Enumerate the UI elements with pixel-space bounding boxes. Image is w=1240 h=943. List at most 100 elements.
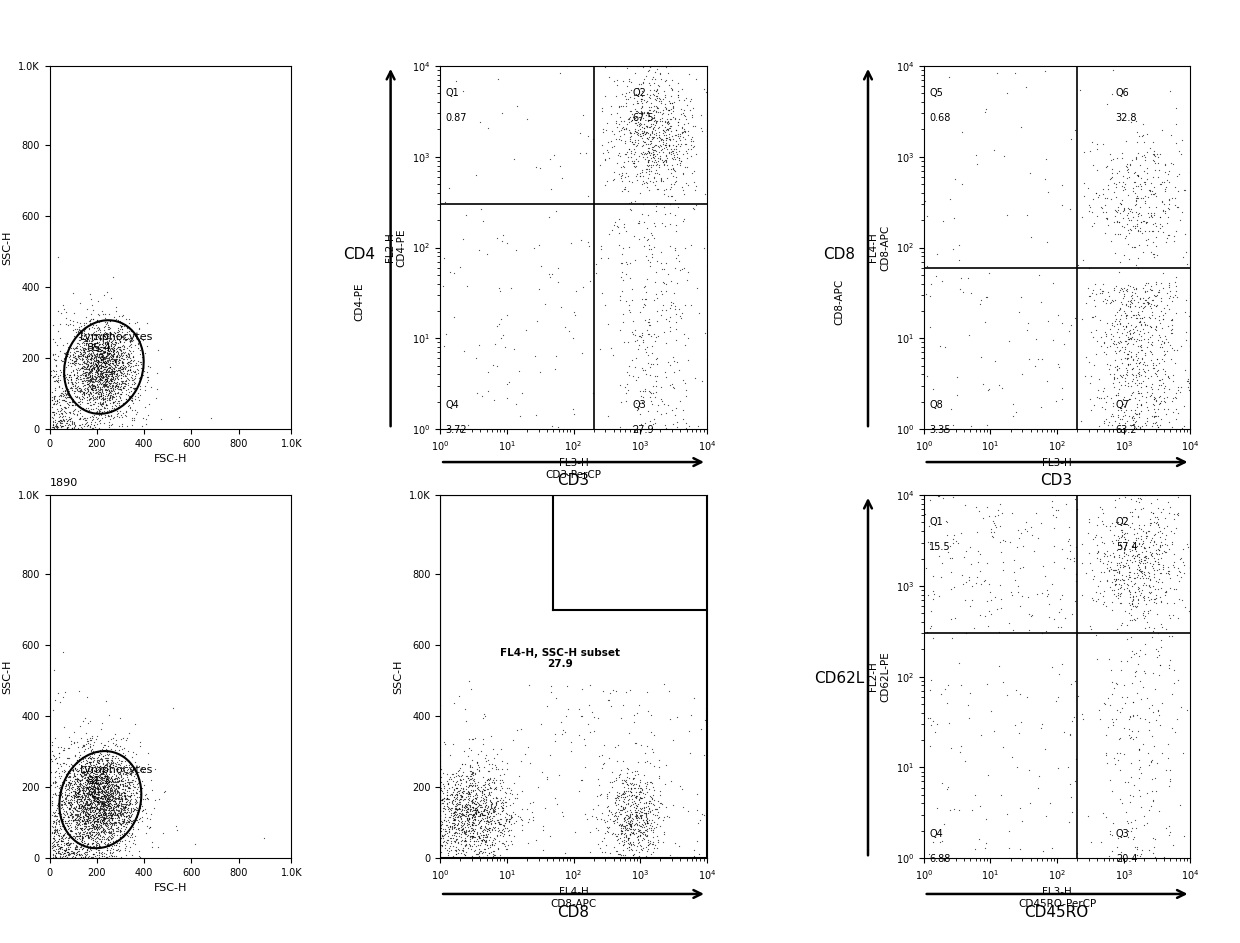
Point <box>91 802 110 818</box>
Point <box>1105 563 1125 578</box>
Point <box>99 359 119 374</box>
Point <box>649 120 668 135</box>
Point <box>439 810 459 825</box>
Point <box>670 308 689 323</box>
Point <box>1092 283 1112 298</box>
Point <box>71 418 91 433</box>
Point <box>107 348 126 363</box>
Point <box>1126 190 1146 206</box>
Point <box>107 783 126 798</box>
Point <box>95 331 115 346</box>
Point <box>119 372 139 388</box>
Point <box>46 353 66 368</box>
Point <box>626 798 646 813</box>
Point <box>78 762 98 777</box>
Point <box>919 847 939 862</box>
Point <box>84 793 104 808</box>
Point <box>611 819 631 834</box>
Point <box>456 823 476 838</box>
Point <box>100 832 120 847</box>
Point <box>1163 290 1183 305</box>
Point <box>94 340 114 356</box>
Point <box>433 766 453 781</box>
Point <box>1130 323 1149 339</box>
Point <box>57 370 77 385</box>
Text: Q3: Q3 <box>1116 829 1130 839</box>
Point <box>601 699 621 714</box>
Point <box>637 93 657 108</box>
Point <box>94 787 114 802</box>
Point <box>461 681 481 696</box>
Point <box>1126 646 1146 661</box>
Point <box>77 825 97 840</box>
Point <box>89 372 109 387</box>
Point <box>430 800 450 815</box>
Point <box>492 105 512 120</box>
Point <box>1123 592 1143 607</box>
Point <box>1151 293 1171 308</box>
Point <box>97 774 117 789</box>
Point <box>58 786 78 801</box>
Point <box>1115 339 1135 355</box>
Point <box>102 365 122 380</box>
Point <box>498 851 518 866</box>
Point <box>81 840 100 855</box>
Point <box>46 816 66 831</box>
Point <box>459 798 479 813</box>
Point <box>86 394 105 409</box>
Point <box>660 182 680 197</box>
Point <box>108 819 128 835</box>
Point <box>93 791 113 806</box>
Point <box>1123 416 1143 431</box>
Point <box>444 848 464 863</box>
Point <box>86 365 105 380</box>
Point <box>69 830 89 845</box>
Point <box>676 111 696 126</box>
Point <box>88 781 108 796</box>
Point <box>1140 578 1159 593</box>
Point <box>1114 202 1133 217</box>
Point <box>1179 584 1199 599</box>
Point <box>103 343 123 358</box>
Point <box>51 316 71 331</box>
Point <box>480 837 500 852</box>
Point <box>82 369 102 384</box>
Point <box>68 781 88 796</box>
Point <box>1120 564 1140 579</box>
Point <box>113 816 133 831</box>
Point <box>46 841 66 856</box>
Point <box>63 367 83 382</box>
Point <box>663 169 683 184</box>
Point <box>103 805 123 820</box>
Point <box>98 338 118 353</box>
Point <box>81 815 100 830</box>
Point <box>104 361 124 376</box>
Point <box>1123 409 1143 424</box>
Point <box>1180 415 1200 430</box>
Point <box>93 358 113 373</box>
Point <box>118 355 138 370</box>
Point <box>93 369 113 384</box>
Point <box>99 802 119 817</box>
Point <box>72 814 92 829</box>
Point <box>1066 751 1086 766</box>
Point <box>1110 576 1130 591</box>
Point <box>112 817 131 832</box>
Point <box>686 72 706 87</box>
Point <box>637 776 657 791</box>
Point <box>637 703 657 719</box>
Point <box>91 820 110 835</box>
Point <box>125 780 145 795</box>
Point <box>653 91 673 107</box>
Point <box>87 851 107 866</box>
Point <box>449 826 469 841</box>
Point <box>62 797 82 812</box>
Point <box>64 784 84 799</box>
Point <box>100 798 120 813</box>
Point <box>73 737 93 753</box>
Point <box>72 389 92 404</box>
Point <box>634 832 653 847</box>
Point <box>627 403 647 418</box>
Point <box>440 839 460 854</box>
Point <box>1111 745 1131 760</box>
